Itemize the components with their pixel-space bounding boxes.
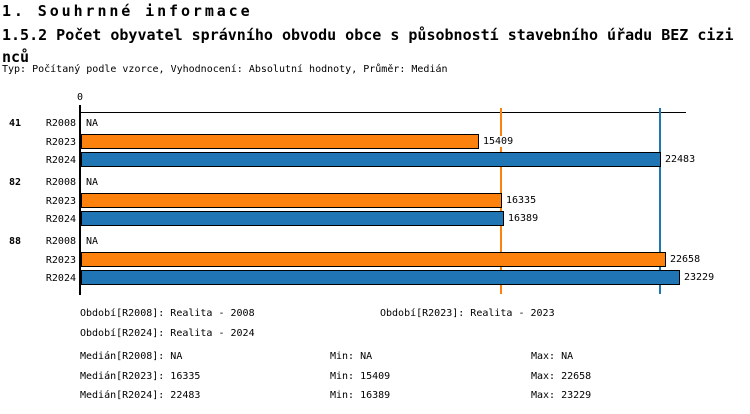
- bar-R2023-41: [81, 134, 479, 149]
- chart-meta-line: Typ: Počítaný podle vzorce, Vyhodnocení:…: [2, 64, 448, 75]
- min-stat: Min: NA: [330, 351, 373, 362]
- bar-R2024-82: [81, 210, 504, 226]
- bar-R2024-88: [81, 269, 680, 285]
- series-label-R2008: R2008: [45, 118, 76, 129]
- series-label-R2023: R2023: [45, 255, 76, 266]
- median-reference-line-median-R2024: [659, 108, 661, 294]
- max-stat: Max: 23229: [531, 390, 592, 401]
- na-value-text: NA: [86, 118, 99, 129]
- chart-title: 1.5.2 Počet obyvatel správního obvodu ob…: [2, 26, 734, 66]
- bar-value-label: 16389: [507, 212, 540, 224]
- series-label-R2024: R2024: [45, 272, 76, 284]
- bar-value-label: 22658: [669, 254, 702, 265]
- max-stat: Max: NA: [531, 351, 574, 362]
- series-label-R2024: R2024: [45, 213, 76, 225]
- series-label-R2023: R2023: [45, 196, 76, 207]
- median-stat: Medián[R2023]: 16335: [80, 371, 201, 382]
- group-label-41: 41: [9, 118, 22, 129]
- min-stat: Min: 16389: [330, 390, 391, 401]
- bar-value-label: 15409: [482, 136, 515, 147]
- axis-origin-label: 0: [76, 92, 84, 103]
- series-label-R2008: R2008: [45, 177, 76, 188]
- chart-top-border-line: [80, 112, 686, 113]
- series-label-R2008: R2008: [45, 236, 76, 247]
- bar-value-label: 22483: [664, 153, 697, 165]
- series-label-R2024: R2024: [45, 154, 76, 166]
- max-stat: Max: 22658: [531, 371, 592, 382]
- median-stat: Medián[R2024]: 22483: [80, 390, 201, 401]
- bar-R2023-88: [81, 252, 666, 267]
- bar-R2023-82: [81, 193, 502, 208]
- group-label-88: 88: [9, 236, 22, 247]
- median-stat: Medián[R2008]: NA: [80, 351, 183, 362]
- value-axis-line: [79, 105, 81, 295]
- min-stat: Min: 15409: [330, 371, 391, 382]
- period-legend-entry: Období[R2023]: Realita - 2023: [380, 308, 555, 319]
- bar-value-label: 23229: [683, 271, 716, 283]
- period-legend-entry: Období[R2008]: Realita - 2008: [80, 308, 255, 319]
- na-value-text: NA: [86, 236, 99, 247]
- page-title: 1. Souhrnné informace: [2, 2, 253, 20]
- na-value-text: NA: [86, 177, 99, 188]
- bar-R2024-41: [81, 151, 661, 167]
- group-label-82: 82: [9, 177, 22, 188]
- period-legend-entry: Období[R2024]: Realita - 2024: [80, 328, 255, 339]
- bar-value-label: 16335: [505, 195, 538, 206]
- series-label-R2023: R2023: [45, 137, 76, 148]
